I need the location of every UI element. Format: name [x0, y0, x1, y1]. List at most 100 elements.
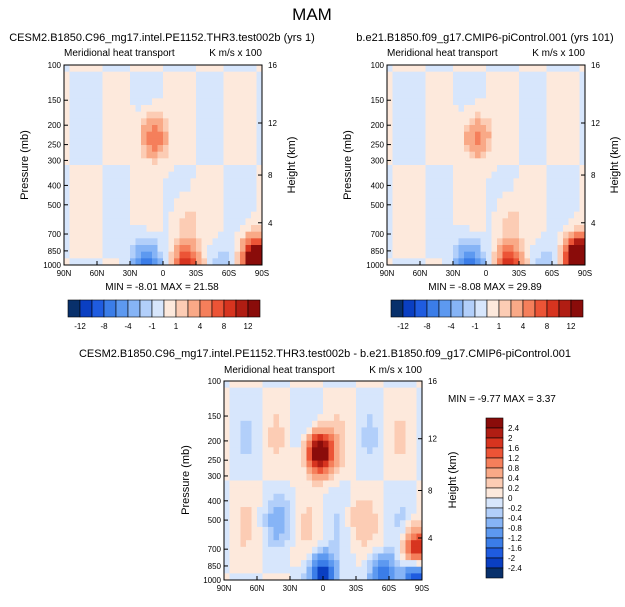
heatmap-cell [229, 125, 235, 133]
heatmap-cell [416, 434, 423, 442]
heatmap-cell [546, 191, 553, 199]
heatmap-cell [519, 211, 525, 219]
heatmap-cell [218, 225, 224, 233]
heatmap-cell [334, 460, 340, 468]
heatmap-cell [361, 566, 368, 574]
heatmap-cell [229, 158, 235, 166]
heatmap-cell [279, 507, 285, 515]
heatmap-cell [508, 151, 514, 159]
heatmap-cell [411, 520, 417, 528]
heatmap-cell [97, 198, 103, 206]
heatmap-cell [124, 198, 131, 206]
heatmap-cell [257, 493, 263, 501]
heatmap-cell [464, 218, 470, 226]
heatmap-cell [135, 211, 142, 219]
x-tick-label: 60S [545, 269, 559, 278]
heatmap-cell [579, 98, 586, 106]
heatmap-cell [519, 258, 525, 266]
heatmap-cell [97, 118, 103, 126]
heatmap-cell [75, 138, 81, 146]
heatmap-cell [436, 138, 443, 146]
heatmap-cell [108, 118, 114, 126]
heatmap-cell [328, 394, 335, 402]
heatmap-cell [113, 251, 120, 259]
heatmap-cell [317, 487, 324, 495]
heatmap-cell [425, 245, 432, 253]
heatmap-cell [568, 191, 575, 199]
heatmap-cell [91, 238, 98, 246]
heatmap-cell [416, 526, 423, 534]
heatmap-cell [405, 473, 412, 481]
heatmap-cell [185, 198, 191, 206]
heatmap-cell [372, 540, 379, 548]
heatmap-cell [251, 218, 257, 226]
heatmap-cell [190, 185, 197, 193]
heatmap-cell [163, 251, 169, 259]
heatmap-cell [563, 65, 569, 73]
heatmap-cell [295, 520, 302, 528]
heatmap-cell [420, 91, 426, 99]
heatmap-cell [394, 467, 401, 475]
heatmap-cell [218, 198, 224, 206]
heatmap-cell [223, 91, 230, 99]
heatmap-cell [245, 191, 252, 199]
heatmap-cell [174, 111, 180, 119]
heatmap-cell [403, 85, 410, 93]
heatmap-cell [400, 460, 406, 468]
panel-difference: CESM2.B1850.C96_mg17.intel.PE1152.THR3.t… [79, 348, 571, 593]
heatmap-cell [345, 453, 351, 461]
heatmap-cell [436, 111, 443, 119]
heatmap-cell [234, 91, 241, 99]
heatmap-cell [268, 560, 274, 568]
heatmap-cell [301, 533, 307, 541]
heatmap-cell [541, 118, 547, 126]
heatmap-cell [502, 145, 509, 153]
heatmap-cell [168, 258, 175, 266]
heatmap-cell [108, 145, 114, 153]
colorbar-label: -1 [471, 322, 479, 331]
heatmap-cell [392, 78, 399, 86]
heatmap-cell [552, 205, 558, 213]
heatmap-cell [245, 145, 252, 153]
heatmap-cell [420, 191, 426, 199]
heatmap-cell [168, 85, 175, 93]
heatmap-cell [513, 245, 520, 253]
heatmap-cell [163, 71, 169, 79]
x-tick-label: 0 [161, 269, 166, 278]
heatmap-cell [135, 105, 142, 113]
heatmap-cell [80, 198, 87, 206]
heatmap-cell [157, 198, 164, 206]
heatmap-cell [392, 118, 399, 126]
heatmap-cell [530, 205, 536, 213]
heatmap-cell [234, 78, 241, 86]
heatmap-cell [475, 65, 481, 73]
heatmap-cell [190, 178, 197, 186]
heatmap-cell [491, 78, 498, 86]
heatmap-cell [392, 171, 399, 179]
heatmap-cell [579, 91, 586, 99]
heatmap-cell [372, 573, 379, 581]
heatmap-cell [568, 205, 575, 213]
heatmap-cell [234, 65, 241, 73]
heatmap-cell [284, 566, 291, 574]
heatmap-cell [130, 185, 136, 193]
heatmap-cell [414, 125, 421, 133]
heatmap-cell [563, 258, 569, 266]
heatmap-cell [91, 138, 98, 146]
heatmap-cell [469, 118, 476, 126]
colorbar-label: 12 [567, 322, 576, 331]
heatmap-cell [486, 205, 492, 213]
heatmap-cell [409, 251, 415, 259]
heatmap-cell [519, 145, 525, 153]
heatmap-cell [212, 105, 219, 113]
heatmap-cell [146, 105, 153, 113]
colorbar-box [570, 299, 584, 318]
heatmap-cell [179, 91, 186, 99]
heatmap-cell [475, 111, 481, 119]
heatmap-cell [361, 573, 368, 581]
heatmap-cell [394, 540, 401, 548]
heatmap-cell [409, 65, 415, 73]
heatmap-cell [557, 145, 564, 153]
heatmap-cell [312, 460, 318, 468]
heatmap-cell [124, 125, 131, 133]
